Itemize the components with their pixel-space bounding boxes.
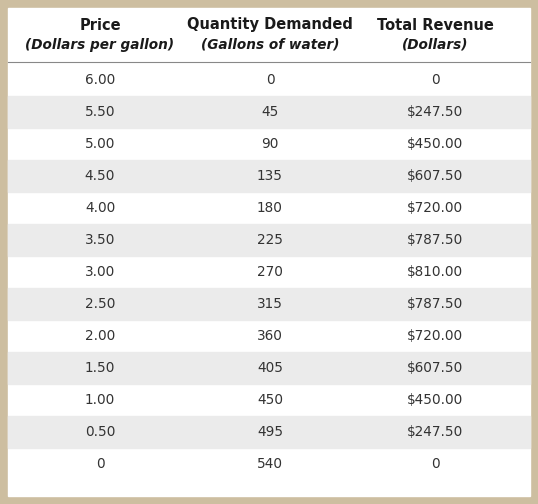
Text: 4.00: 4.00 <box>85 201 115 215</box>
Text: 360: 360 <box>257 329 283 343</box>
Text: $607.50: $607.50 <box>407 361 463 375</box>
Text: (Dollars per gallon): (Dollars per gallon) <box>25 38 174 52</box>
Text: $607.50: $607.50 <box>407 169 463 183</box>
Text: $787.50: $787.50 <box>407 233 463 247</box>
Text: 0.50: 0.50 <box>85 425 115 439</box>
Text: 0: 0 <box>431 457 440 471</box>
Text: 405: 405 <box>257 361 283 375</box>
Text: $450.00: $450.00 <box>407 137 463 151</box>
Bar <box>8 224 530 256</box>
Text: 270: 270 <box>257 265 283 279</box>
Text: 45: 45 <box>261 105 279 119</box>
Bar <box>8 352 530 384</box>
Text: (Dollars): (Dollars) <box>402 38 468 52</box>
Text: 3.00: 3.00 <box>85 265 115 279</box>
Text: 90: 90 <box>261 137 279 151</box>
Text: 5.00: 5.00 <box>85 137 115 151</box>
Text: $450.00: $450.00 <box>407 393 463 407</box>
Text: $720.00: $720.00 <box>407 201 463 215</box>
Text: 5.50: 5.50 <box>85 105 115 119</box>
Text: Total Revenue: Total Revenue <box>377 18 493 32</box>
Text: 2.50: 2.50 <box>85 297 115 311</box>
Text: (Gallons of water): (Gallons of water) <box>201 38 339 52</box>
Text: 2.00: 2.00 <box>85 329 115 343</box>
Text: $247.50: $247.50 <box>407 105 463 119</box>
Text: 0: 0 <box>431 73 440 87</box>
Text: 1.50: 1.50 <box>85 361 115 375</box>
Text: 135: 135 <box>257 169 283 183</box>
Bar <box>8 288 530 320</box>
Text: Quantity Demanded: Quantity Demanded <box>187 18 353 32</box>
Text: 315: 315 <box>257 297 283 311</box>
Bar <box>8 416 530 448</box>
Text: $787.50: $787.50 <box>407 297 463 311</box>
Text: Price: Price <box>79 18 121 32</box>
Text: $720.00: $720.00 <box>407 329 463 343</box>
Text: 180: 180 <box>257 201 283 215</box>
Text: 1.00: 1.00 <box>85 393 115 407</box>
Text: 4.50: 4.50 <box>85 169 115 183</box>
Text: 495: 495 <box>257 425 283 439</box>
Bar <box>8 96 530 128</box>
Text: 0: 0 <box>96 457 104 471</box>
Text: 3.50: 3.50 <box>85 233 115 247</box>
Text: 0: 0 <box>266 73 274 87</box>
Text: 540: 540 <box>257 457 283 471</box>
Text: $810.00: $810.00 <box>407 265 463 279</box>
Bar <box>8 160 530 192</box>
Text: 225: 225 <box>257 233 283 247</box>
Text: 450: 450 <box>257 393 283 407</box>
Text: 6.00: 6.00 <box>85 73 115 87</box>
Text: $247.50: $247.50 <box>407 425 463 439</box>
